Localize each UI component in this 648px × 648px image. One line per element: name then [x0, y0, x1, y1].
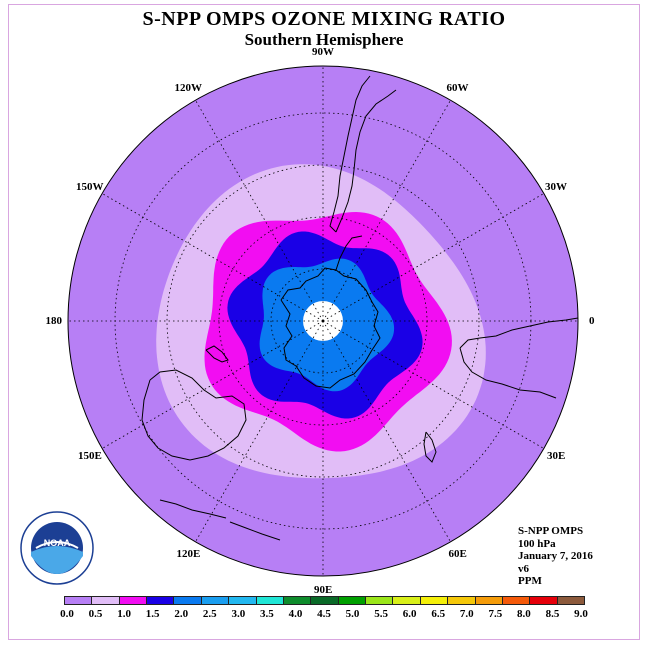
south-america-west-coast — [329, 75, 371, 233]
colorbar-segment — [365, 596, 394, 605]
info-date: January 7, 2016 — [518, 550, 593, 562]
colorbar-segment — [447, 596, 476, 605]
madagascar-coast — [423, 431, 437, 463]
figure-frame — [8, 4, 640, 640]
colorbar-segment — [200, 596, 230, 605]
meridian-line — [322, 193, 545, 322]
colorbar-tick-label: 4.5 — [317, 608, 331, 620]
info-level: 100 hPa — [518, 537, 556, 550]
new-zealand-coast — [205, 345, 229, 363]
colorbar-segment — [228, 596, 257, 605]
longitude-label: 90W — [312, 46, 334, 58]
colorbar-tick-label: 9.0 — [574, 608, 588, 620]
longitude-label: 0 — [589, 315, 595, 327]
info-version: v6 — [518, 562, 529, 575]
colorbar-tick-label: 8.5 — [545, 608, 560, 620]
colorbar-segment — [282, 596, 312, 605]
colorbar-tick-label: 1.0 — [117, 608, 131, 620]
map-subtitle: Southern Hemisphere — [244, 30, 404, 49]
longitude-label: 90E — [314, 584, 333, 596]
noaa-logo-text: NOAA — [43, 538, 71, 548]
meridian-line — [195, 99, 324, 322]
longitude-label: 180 — [45, 315, 63, 327]
colorbar-tick-label: 4.0 — [288, 608, 303, 620]
info-units: PPM — [518, 575, 542, 587]
colorbar-tick-label: 2.5 — [202, 608, 217, 620]
colorbar-segment — [64, 596, 93, 605]
south-america-coast — [335, 89, 397, 233]
longitude-label: 120E — [176, 547, 201, 560]
info-instrument: S-NPP OMPS — [518, 525, 584, 537]
colorbar-tick-label: 6.0 — [402, 608, 417, 620]
meridian-line — [322, 99, 451, 322]
colorbar-segment — [419, 596, 449, 605]
colorbar-tick-label: 3.5 — [260, 608, 274, 620]
longitude-label: 30W — [544, 180, 567, 193]
colorbar-tick-label: 8.0 — [517, 608, 531, 620]
meridian-line — [101, 320, 324, 449]
map-title: S-NPP OMPS OZONE MIXING RATIO — [142, 8, 506, 30]
africa-coast — [459, 317, 579, 349]
colorbar-segment — [501, 596, 531, 605]
antarctica-coast — [280, 267, 381, 389]
colorbar-segment — [118, 596, 148, 605]
longitude-label: 60W — [446, 82, 469, 95]
meridian-line — [322, 320, 545, 449]
colorbar-segment — [146, 596, 175, 605]
colorbar-segment — [529, 596, 558, 605]
antarctic-peninsula — [335, 235, 363, 271]
colorbar-segment — [91, 596, 120, 605]
colorbar-tick-label: 3.0 — [231, 608, 246, 620]
meridian-line — [322, 320, 451, 543]
colorbar-segment — [556, 596, 585, 605]
longitude-label: 60E — [448, 547, 467, 560]
meridian-line — [195, 320, 324, 543]
colorbar-tick-label: 0.0 — [60, 608, 74, 620]
colorbar-segment — [392, 596, 421, 605]
latitude-circle — [166, 164, 480, 478]
longitude-label: 150E — [78, 449, 102, 462]
longitude-label: 120W — [174, 82, 203, 95]
longitude-label: 30E — [546, 449, 566, 462]
meridian-line — [101, 193, 324, 322]
colorbar-tick-label: 1.5 — [145, 608, 160, 620]
info-block: S-NPP OMPS 100 hPa January 7, 2016 v6 PP… — [518, 525, 593, 588]
colorbar-tick-label: 6.5 — [431, 608, 446, 620]
colorbar-segment — [310, 596, 339, 605]
colorbar-tick-label: 0.5 — [88, 608, 103, 620]
colorbar-tick-label: 2.0 — [174, 608, 189, 620]
longitude-label: 150W — [76, 180, 104, 193]
colorbar-tick-label: 7.5 — [488, 608, 503, 620]
colorbar-tick-label: 5.5 — [374, 608, 388, 620]
africa-east-coast — [459, 347, 557, 399]
colorbar-segment — [337, 596, 367, 605]
indonesia-islands-2 — [229, 521, 281, 541]
indonesia-islands — [159, 499, 227, 519]
colorbar-segment — [255, 596, 284, 605]
colorbar-segment — [474, 596, 503, 605]
colorbar-tick-label: 7.0 — [459, 608, 474, 620]
australia-coast — [141, 369, 247, 461]
colorbar-tick-label: 5.0 — [345, 608, 360, 620]
colorbar-segment — [173, 596, 202, 605]
